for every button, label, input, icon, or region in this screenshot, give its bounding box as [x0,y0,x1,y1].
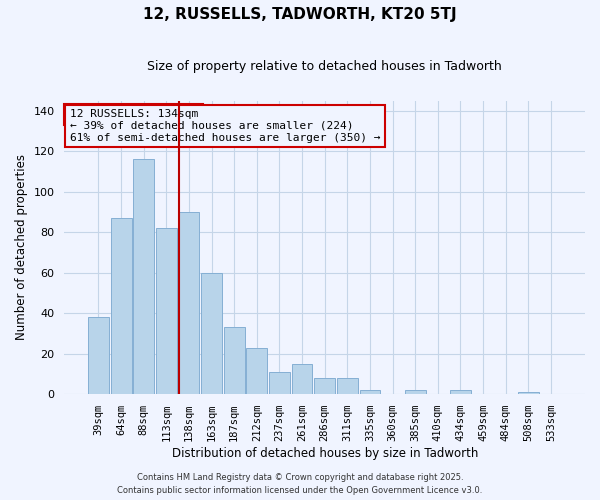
Y-axis label: Number of detached properties: Number of detached properties [15,154,28,340]
Bar [201,272,222,394]
Bar [314,378,335,394]
Bar [110,218,131,394]
Text: Contains HM Land Registry data © Crown copyright and database right 2025.
Contai: Contains HM Land Registry data © Crown c… [118,474,482,495]
Bar [133,160,154,394]
Bar [247,348,267,394]
Bar [337,378,358,394]
Title: Size of property relative to detached houses in Tadworth: Size of property relative to detached ho… [148,60,502,73]
Text: 12, RUSSELLS, TADWORTH, KT20 5TJ: 12, RUSSELLS, TADWORTH, KT20 5TJ [143,8,457,22]
Bar [518,392,539,394]
Bar [450,390,471,394]
Text: 12 RUSSELLS: 134sqm
← 39% of detached houses are smaller (224)
61% of semi-detac: 12 RUSSELLS: 134sqm ← 39% of detached ho… [70,110,380,142]
Bar [224,328,245,394]
Bar [156,228,177,394]
Bar [88,318,109,394]
X-axis label: Distribution of detached houses by size in Tadworth: Distribution of detached houses by size … [172,447,478,460]
Bar [269,372,290,394]
Bar [359,390,380,394]
Bar [179,212,199,394]
Text: 12 RUSSELLS: 134sqm: 12 RUSSELLS: 134sqm [70,110,198,120]
Bar [405,390,425,394]
Bar [292,364,313,394]
